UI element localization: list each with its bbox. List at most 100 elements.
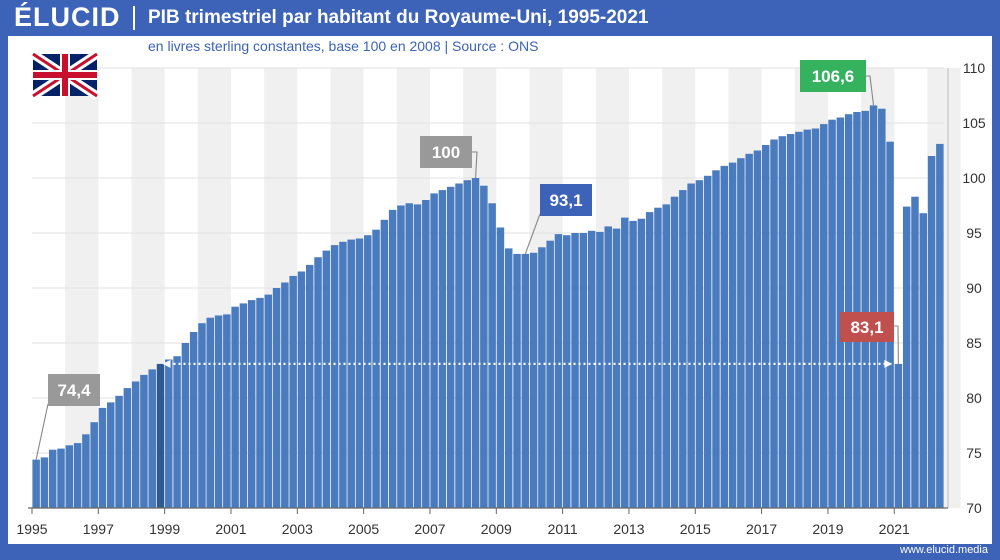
bar bbox=[239, 303, 248, 508]
bar bbox=[264, 294, 273, 508]
bar bbox=[123, 388, 132, 508]
x-tick-label: 2005 bbox=[348, 521, 379, 537]
bar bbox=[430, 193, 438, 508]
annotations: 74,4 100 93,1 106,6 83,1 bbox=[35, 60, 899, 460]
x-tick-label: 1999 bbox=[149, 521, 180, 537]
bar bbox=[438, 190, 447, 508]
bar bbox=[902, 206, 911, 508]
annotation-leader bbox=[524, 213, 541, 255]
bar bbox=[347, 239, 355, 508]
x-tick-label: 1997 bbox=[83, 521, 114, 537]
bar bbox=[936, 143, 944, 508]
bar bbox=[247, 300, 256, 508]
bar bbox=[297, 271, 306, 508]
annotation-box bbox=[420, 136, 472, 168]
bar bbox=[762, 145, 770, 508]
bar bbox=[637, 218, 646, 508]
x-tick-label: 1995 bbox=[16, 521, 47, 537]
bar bbox=[355, 238, 364, 508]
bar bbox=[604, 226, 612, 508]
bar bbox=[546, 240, 554, 508]
x-tick-label: 2011 bbox=[548, 521, 578, 537]
arrow-head-right bbox=[884, 359, 893, 368]
bar bbox=[712, 170, 720, 509]
y-tick-label: 105 bbox=[962, 115, 986, 131]
bar bbox=[919, 213, 928, 508]
bar bbox=[770, 139, 778, 508]
bar bbox=[737, 158, 745, 508]
bar bbox=[272, 288, 281, 508]
bar bbox=[32, 459, 40, 508]
bar bbox=[803, 129, 811, 508]
bar bbox=[173, 356, 181, 508]
chart-subtitle: en livres sterling constantes, base 100 … bbox=[148, 38, 539, 54]
annotation-leader bbox=[35, 403, 49, 460]
annotation-box bbox=[48, 374, 100, 406]
annotation-label: 74,4 bbox=[57, 381, 91, 400]
bar bbox=[156, 363, 165, 508]
y-tick-label: 75 bbox=[966, 445, 982, 461]
bar bbox=[322, 250, 331, 508]
bar bbox=[223, 314, 231, 508]
bar bbox=[480, 185, 488, 508]
bar bbox=[181, 343, 190, 508]
annotation-box bbox=[840, 312, 894, 342]
bar bbox=[521, 253, 530, 508]
bar bbox=[107, 402, 115, 508]
bar bbox=[927, 156, 936, 508]
bar bbox=[911, 196, 919, 508]
x-tick-label: 2001 bbox=[215, 521, 246, 537]
bar bbox=[314, 257, 322, 508]
bar bbox=[90, 422, 98, 508]
y-tick-label: 100 bbox=[962, 170, 986, 186]
annotation-leader bbox=[470, 151, 478, 179]
bar bbox=[728, 162, 737, 508]
y-tick-label: 80 bbox=[966, 390, 982, 406]
bar bbox=[115, 395, 123, 508]
bar bbox=[571, 233, 579, 508]
bar bbox=[306, 264, 314, 508]
x-tick-label: 2003 bbox=[282, 521, 313, 537]
bar bbox=[629, 220, 637, 508]
bar bbox=[820, 124, 828, 508]
bar bbox=[662, 204, 670, 508]
bar bbox=[372, 229, 380, 508]
bar bbox=[165, 359, 173, 508]
footer-url: www.elucid.media bbox=[899, 544, 988, 556]
annotation-box bbox=[800, 60, 866, 92]
bar bbox=[513, 253, 521, 508]
bar bbox=[687, 183, 695, 508]
bar bbox=[853, 112, 861, 508]
bar bbox=[538, 247, 546, 509]
bar bbox=[57, 448, 65, 508]
bar bbox=[529, 252, 538, 508]
bar bbox=[364, 235, 372, 508]
y-tick-label: 70 bbox=[966, 500, 982, 516]
x-axis: 1995 1997 1999 2001 2003 2005 2007 2009 2011 2013… bbox=[16, 507, 948, 537]
bar bbox=[65, 445, 74, 508]
bar bbox=[140, 374, 148, 508]
x-tick-label: 2007 bbox=[414, 521, 445, 537]
bar bbox=[330, 245, 339, 508]
bar bbox=[703, 175, 712, 509]
bar bbox=[612, 228, 621, 508]
bar bbox=[654, 207, 662, 508]
bar bbox=[148, 369, 156, 508]
bar bbox=[670, 196, 679, 508]
bar bbox=[554, 234, 563, 508]
bar bbox=[455, 183, 463, 508]
x-tick-label: 2009 bbox=[481, 521, 512, 537]
bar bbox=[446, 186, 455, 509]
y-tick-label: 85 bbox=[966, 335, 982, 351]
bar bbox=[861, 110, 869, 509]
bar bbox=[413, 204, 422, 508]
bar bbox=[48, 449, 57, 508]
annotation-box bbox=[540, 184, 592, 216]
uk-flag-icon bbox=[30, 50, 100, 100]
bar bbox=[281, 282, 289, 508]
bar bbox=[214, 315, 223, 508]
bar bbox=[778, 136, 787, 508]
x-tick-label: 2021 bbox=[879, 521, 910, 537]
bar bbox=[397, 205, 405, 508]
bar bbox=[795, 131, 803, 509]
